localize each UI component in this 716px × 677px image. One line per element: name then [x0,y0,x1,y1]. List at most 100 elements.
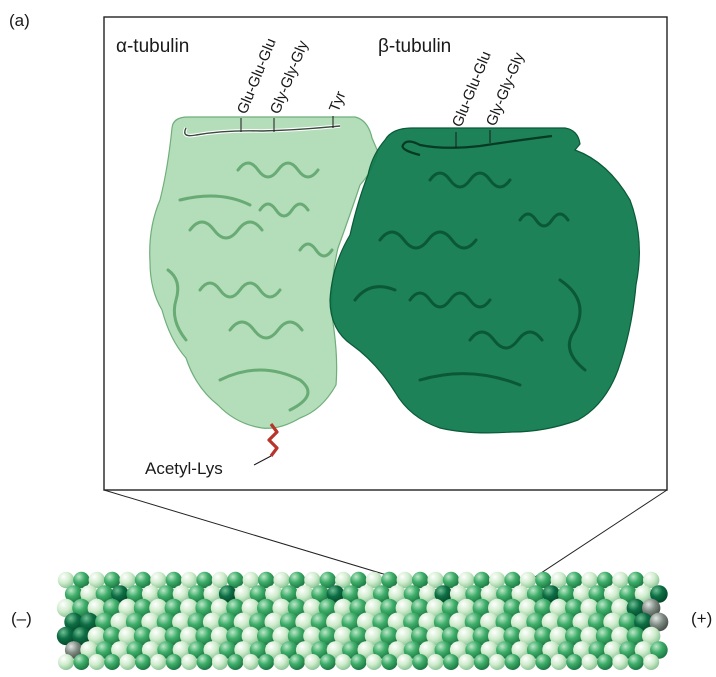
tubulin-bead [597,654,613,670]
tubulin-bead [257,626,276,646]
tubulin-bead [181,571,198,589]
tubulin-bead [388,641,406,659]
tubulin-bead [289,654,305,670]
tubulin-bead [95,585,114,603]
tubulin-bead [181,654,198,670]
tubulin-bead [357,585,376,603]
tubulin-bead [165,654,182,670]
tubulin-bead [611,626,630,646]
tubulin-bead [318,598,337,618]
tubulin-bead [426,626,445,646]
tubulin-bead [626,626,645,646]
tubulin-bead [157,585,175,603]
tubulin-bead [249,585,268,603]
tubulin-bead [427,571,444,589]
tubulin-bead [504,654,521,670]
tubulin-bead [642,626,661,646]
tubulin-bead [218,585,237,603]
tubulin-bead [572,612,592,632]
tubulin-bead [503,598,522,618]
tubulin-bead [272,598,291,618]
tubulin-bead [80,641,98,659]
tubulin-bead [619,641,637,659]
tubulin-bead [442,571,460,589]
tubulin-bead [395,626,414,646]
tubulin-bead [126,585,145,603]
tubulin-bead [287,626,307,646]
tubulin-bead [342,585,360,603]
tubulin-bead [566,571,583,589]
panel-label: (a) [9,11,30,30]
tubulin-bead [227,571,244,589]
tubulin-bead [202,612,222,632]
tubulin-bead [141,612,161,632]
tubulin-bead [434,585,453,603]
tubulin-bead [549,626,568,646]
tubulin-bead [457,626,476,646]
tubulin-bead [288,571,306,589]
alpha-c-terminal-tail [184,125,341,137]
tubulin-bead [465,641,483,659]
tubulin-bead [111,641,129,659]
tubulin-bead [480,641,499,659]
tubulin-bead [588,641,607,659]
tubulin-bead [595,598,615,618]
tubulin-bead [326,612,345,632]
tubulin-bead [526,585,545,603]
acetyl-lys-label: Acetyl-Lys [145,459,223,478]
tubulin-bead [88,571,106,589]
tubulin-bead [335,654,352,670]
beta-tubulin-structure [329,127,640,434]
tubulin-bead [226,598,245,618]
tubulin-bead [411,626,430,646]
tubulin-bead [427,654,444,670]
tubulin-bead [134,571,152,589]
tubulin-bead [503,626,522,646]
tubulin-bead [581,654,598,670]
tubulin-bead [349,626,368,646]
tubulin-bead [210,598,230,618]
tubulin-bead [627,571,644,589]
tubulin-bead [342,641,360,659]
tubulin-bead [311,641,329,659]
tubulin-bead [188,585,206,603]
tubulin-bead [233,612,253,632]
tubulin-bead [64,612,84,632]
tubulin-bead [103,626,122,646]
tubulin-bead [488,626,507,646]
tubulin-bead [419,585,437,603]
alpha-tail-label-tyr: Tyr [326,89,350,115]
tubulin-bead [72,598,91,618]
tubulin-bead [279,612,299,632]
acetyl-lys-residue [267,423,279,457]
tubulin-bead [203,641,222,659]
tubulin-bead [172,641,191,659]
tubulin-bead [56,598,76,618]
tubulin-bead [111,585,129,603]
tubulin-bead [510,612,530,632]
tubulin-bead [472,598,491,618]
tubulin-bead [473,571,490,589]
tubulin-bead [403,585,422,603]
tubulin-bead [203,585,222,603]
tubulin-bead [335,571,352,589]
tubulin-bead [150,654,167,670]
tubulin-bead [287,598,307,618]
tubulin-bead [534,598,553,618]
tubulin-bead [257,598,276,618]
tubulin-bead [534,626,553,646]
tubulin-bead [242,571,259,589]
tubulin-bead [650,641,668,659]
tubulin-bead [618,612,638,632]
tubulin-bead [72,626,91,646]
tubulin-bead [104,571,121,589]
tubulin-bead [643,571,660,589]
tubulin-bead [557,641,576,659]
tubulin-bead [381,654,398,670]
tubulin-bead [110,612,130,632]
tubulin-bead [581,571,598,589]
tubulin-bead [419,641,437,659]
tubulin-bead [411,598,430,618]
plus-end-label: (+) [691,609,712,628]
